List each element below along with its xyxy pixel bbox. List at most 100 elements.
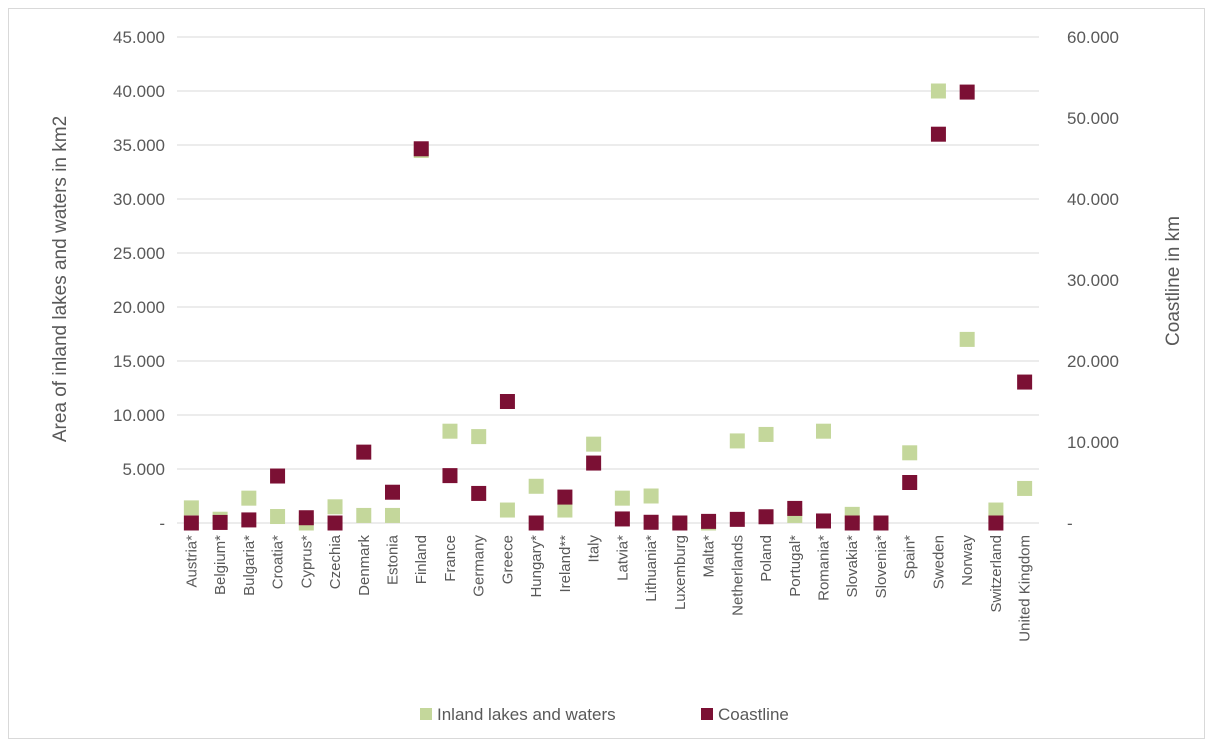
coastline-marker xyxy=(183,515,199,531)
inland-marker xyxy=(270,509,286,525)
category-label: Netherlands xyxy=(729,535,746,616)
right-tick-label: 10.000 xyxy=(1067,433,1119,452)
category-label: Slovakia* xyxy=(844,535,861,598)
inland-marker xyxy=(327,499,343,515)
coastline-marker xyxy=(528,515,544,531)
coastline-marker xyxy=(1017,374,1033,390)
inland-marker xyxy=(557,502,573,518)
inland-marker xyxy=(471,429,487,445)
coastline-marker xyxy=(586,455,602,471)
right-tick-label: 50.000 xyxy=(1067,109,1119,128)
inland-marker xyxy=(729,433,745,449)
left-tick-label: 35.000 xyxy=(113,136,165,155)
coastline-marker xyxy=(672,515,688,531)
legend-label-inland: Inland lakes and waters xyxy=(437,705,616,724)
coastline-marker xyxy=(643,514,659,530)
inland-marker xyxy=(528,478,544,494)
legend-label-coastline: Coastline xyxy=(718,705,789,724)
left-tick-label: 5.000 xyxy=(122,460,165,479)
left-tick-label: 30.000 xyxy=(113,190,165,209)
coastline-marker xyxy=(499,394,515,409)
coastline-marker xyxy=(471,485,487,501)
inland-marker xyxy=(183,500,199,516)
category-label: Bulgaria* xyxy=(241,535,258,596)
inland-marker xyxy=(988,502,1004,518)
coastline-marker xyxy=(413,141,429,157)
category-label: Finland xyxy=(413,535,430,584)
coastline-marker xyxy=(988,515,1004,531)
left-tick-label: 15.000 xyxy=(113,352,165,371)
inland-marker xyxy=(930,83,946,99)
gridlines xyxy=(177,36,1039,524)
category-label: Switzerland xyxy=(988,535,1005,613)
inland-marker xyxy=(241,490,257,506)
inland-marker xyxy=(902,445,918,461)
category-label: Cyprus* xyxy=(298,535,315,589)
category-label: Germany xyxy=(471,535,488,597)
left-axis-title: Area of inland lakes and waters in km2 xyxy=(50,116,71,442)
category-label: Italy xyxy=(586,535,603,563)
coastline-marker xyxy=(298,510,314,526)
category-label: Hungary* xyxy=(528,535,545,598)
coastline-marker xyxy=(959,84,975,100)
category-label: France xyxy=(442,535,459,582)
coastline-marker xyxy=(614,511,630,527)
coastline-marker xyxy=(270,468,286,484)
inland-marker xyxy=(442,423,458,439)
chart-frame: - 5.000 10.000 15.000 20.000 25.000 30.000 35.0… xyxy=(8,8,1205,739)
left-tick-label: - xyxy=(159,514,165,533)
coastline-marker xyxy=(327,515,343,531)
coastline-marker xyxy=(758,509,774,525)
inland-marker xyxy=(816,423,831,439)
inland-marker xyxy=(614,490,630,506)
right-tick-label: 30.000 xyxy=(1067,271,1119,290)
coastline-marker xyxy=(930,126,946,142)
inland-marker xyxy=(356,507,372,523)
category-label: Ireland** xyxy=(557,535,574,593)
coastline-marker xyxy=(385,484,400,500)
category-label: United Kingdom xyxy=(1017,535,1034,642)
coastline-marker xyxy=(241,512,257,528)
coastline-marker xyxy=(356,444,372,460)
inland-marker xyxy=(1017,480,1033,496)
data-markers xyxy=(183,83,1033,531)
left-tick-label: 10.000 xyxy=(113,406,165,425)
category-label: Romania* xyxy=(816,535,833,601)
category-label: Spain* xyxy=(902,535,919,579)
coastline-marker xyxy=(844,515,860,531)
coastline-marker xyxy=(902,475,918,490)
coastline-marker xyxy=(701,513,717,529)
coastline-marker xyxy=(873,515,889,531)
right-axis-title: Coastline in km xyxy=(1163,216,1184,346)
right-tick-label: 40.000 xyxy=(1067,190,1119,209)
left-axis-ticks: - 5.000 10.000 15.000 20.000 25.000 30.000 35.0… xyxy=(113,28,165,533)
coastline-marker xyxy=(212,514,228,530)
right-axis-ticks: - 10.000 20.000 30.000 40.000 50.000 60.000 xyxy=(1067,28,1119,533)
coastline-marker xyxy=(442,468,458,484)
category-label: Greece xyxy=(499,535,516,584)
category-label: Denmark xyxy=(356,535,373,596)
category-label: Lithuania* xyxy=(643,535,660,602)
left-tick-label: 45.000 xyxy=(113,28,165,47)
category-label: Belgium* xyxy=(212,535,229,595)
category-label: Croatia* xyxy=(270,535,287,589)
left-tick-label: 25.000 xyxy=(113,244,165,263)
inland-marker xyxy=(586,436,602,452)
left-tick-label: 40.000 xyxy=(113,82,165,101)
category-label: Slovenia* xyxy=(873,535,890,599)
coastline-marker xyxy=(787,500,803,516)
inland-marker xyxy=(499,502,515,518)
right-tick-label: - xyxy=(1067,514,1073,533)
inland-marker xyxy=(758,426,774,442)
category-label: Czechia xyxy=(327,534,344,589)
category-label: Luxemburg xyxy=(672,535,689,610)
category-label: Poland xyxy=(758,535,775,582)
category-label: Latvia* xyxy=(614,535,631,581)
inland-marker xyxy=(959,331,975,347)
right-tick-label: 60.000 xyxy=(1067,28,1119,47)
left-tick-label: 20.000 xyxy=(113,298,165,317)
right-tick-label: 20.000 xyxy=(1067,352,1119,371)
category-label: Portugal* xyxy=(787,535,804,597)
coastline-marker xyxy=(557,489,573,505)
legend-swatch-coastline xyxy=(701,708,713,720)
